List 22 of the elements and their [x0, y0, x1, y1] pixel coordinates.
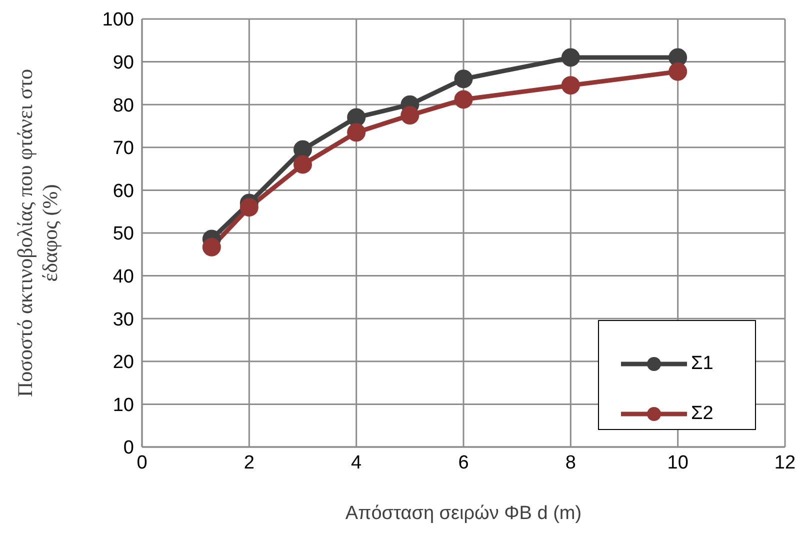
y-tick-label: 50 [112, 224, 134, 245]
y-tick-label: 30 [112, 309, 134, 330]
y-tick-label: 90 [112, 52, 134, 74]
x-tick-label: 8 [565, 452, 576, 474]
x-tick-label: 0 [136, 452, 148, 474]
x-tick-label: 2 [244, 452, 254, 474]
legend-label: Σ2 [691, 403, 714, 425]
y-tick-label: 40 [112, 266, 134, 288]
y-tick-label: 80 [112, 95, 134, 116]
y-tick-label: 20 [112, 352, 134, 374]
y-tick-label: 0 [123, 438, 134, 459]
y-tick-label: 100 [102, 10, 134, 31]
y-tick-label: 60 [112, 180, 134, 202]
x-axis-title: Απόσταση σειρών ΦΒ d (m) [345, 503, 582, 524]
y-axis-title: Ποσοστό ακτινοβολίας που φτάνει στο έδαφος (%) [13, 68, 62, 398]
x-tick-label: 4 [351, 452, 362, 474]
x-tick-label: 10 [667, 452, 688, 474]
x-tick-label: 12 [774, 452, 796, 474]
y-tick-label: 10 [112, 394, 134, 416]
y-tick-label: 70 [112, 138, 134, 160]
x-tick-label: 6 [458, 452, 469, 474]
legend-label: Σ1 [691, 353, 714, 375]
